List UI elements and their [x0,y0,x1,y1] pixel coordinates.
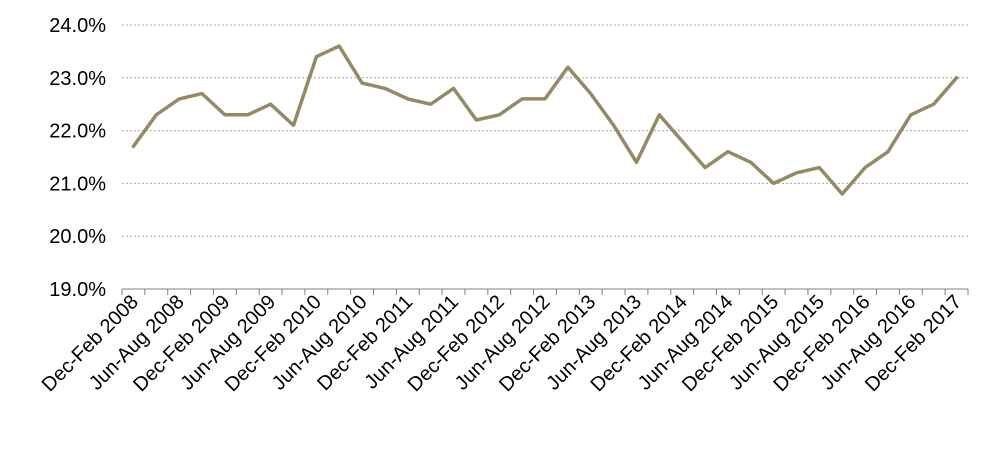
series-group [131,44,959,196]
data-point [909,113,913,117]
data-point [452,86,455,90]
data-point [795,171,798,175]
data-point [840,192,844,196]
data-point [703,166,707,170]
data-point [817,166,821,170]
y-tick-label: 19.0% [49,279,106,301]
data-point [131,144,135,148]
data-point [497,113,501,117]
data-point [360,81,364,85]
data-point [749,160,753,164]
data-point [589,92,593,96]
data-point [223,113,227,117]
data-point [863,166,867,170]
y-tick-label: 20.0% [49,226,106,248]
data-point [177,97,181,101]
data-point [383,86,387,90]
data-point [200,92,204,96]
data-point [292,123,295,127]
series-line [131,44,959,196]
data-point [635,160,638,164]
data-point [474,118,478,122]
data-point [772,181,776,185]
data-point [566,65,570,69]
data-point [246,113,250,117]
data-point [955,76,959,80]
data-point [657,113,661,117]
data-point [680,139,684,143]
data-point [932,102,936,106]
data-point [520,97,524,101]
y-tick-label: 23.0% [49,68,106,90]
x-axis-ticks [121,289,969,295]
data-point [429,102,433,106]
data-point [269,102,273,106]
data-point [406,97,410,101]
data-point [612,123,616,127]
data-point [726,150,730,154]
data-point [543,97,547,101]
gridlines [122,24,968,237]
y-tick-label: 22.0% [49,121,106,143]
data-point [886,150,890,154]
data-point [337,44,341,48]
y-tick-label: 21.0% [49,173,106,195]
y-axis-labels: 19.0% 20.0% 21.0% 22.0% 23.0% 24.0% [49,15,106,301]
data-point [314,55,318,59]
data-point [154,113,158,117]
y-tick-label: 24.0% [49,15,106,37]
